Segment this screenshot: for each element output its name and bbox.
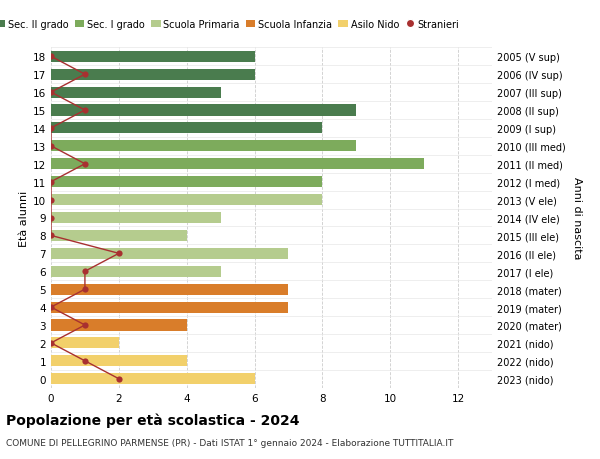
Bar (51, 105, 356, 116)
Bar (51, 373, 254, 385)
Point (80, 268, 90, 275)
Bar (51, 302, 289, 313)
Point (80, 286, 90, 293)
Bar (51, 248, 289, 259)
Bar (51, 266, 221, 277)
Point (46, 196, 56, 204)
Bar (51, 195, 322, 206)
Point (46, 125, 56, 132)
Bar (51, 284, 289, 295)
Bar (51, 51, 254, 63)
Legend: Sec. II grado, Sec. I grado, Scuola Primaria, Scuola Infanzia, Asilo Nido, Stran: Sec. II grado, Sec. I grado, Scuola Prim… (0, 16, 463, 34)
Text: COMUNE DI PELLEGRINO PARMENSE (PR) - Dati ISTAT 1° gennaio 2024 - Elaborazione T: COMUNE DI PELLEGRINO PARMENSE (PR) - Dat… (6, 438, 454, 448)
Point (46, 340, 56, 347)
Point (46, 53, 56, 61)
Bar (51, 338, 119, 349)
Point (80, 358, 90, 365)
Point (114, 375, 124, 383)
Bar (51, 141, 356, 152)
Point (114, 250, 124, 257)
Y-axis label: Età alunni: Età alunni (19, 190, 29, 246)
Point (46, 89, 56, 96)
Bar (51, 123, 322, 134)
Bar (51, 230, 187, 241)
Bar (51, 177, 322, 188)
Bar (51, 159, 424, 170)
Bar (51, 213, 221, 224)
Bar (51, 356, 187, 367)
Bar (51, 87, 221, 98)
Point (80, 71, 90, 78)
Text: Popolazione per età scolastica - 2024: Popolazione per età scolastica - 2024 (6, 413, 299, 428)
Point (80, 322, 90, 329)
Point (46, 304, 56, 311)
Point (80, 161, 90, 168)
Point (80, 107, 90, 114)
Bar (51, 320, 187, 331)
Point (46, 179, 56, 186)
Y-axis label: Anni di nascita: Anni di nascita (572, 177, 582, 259)
Point (46, 214, 56, 222)
Bar (51, 69, 254, 80)
Point (46, 143, 56, 150)
Point (46, 232, 56, 240)
